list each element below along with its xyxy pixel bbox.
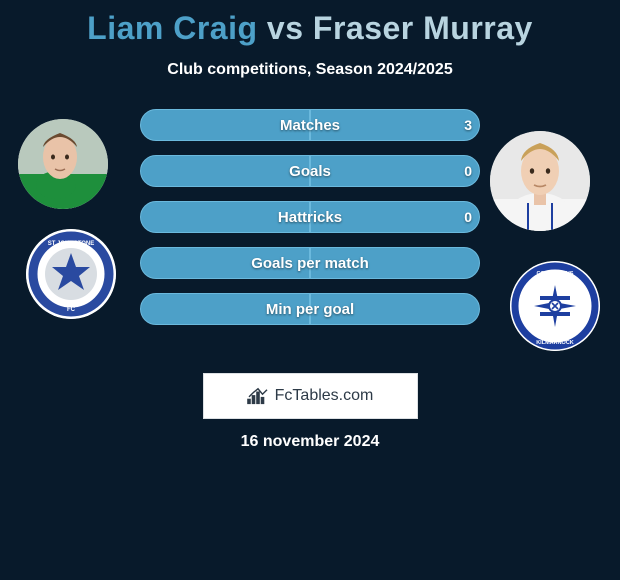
stat-row: Matches3 xyxy=(140,109,480,141)
player2-portrait xyxy=(490,131,590,231)
stat-bar-right xyxy=(310,109,480,141)
stat-bars: Matches3 Goals0 Hattricks0 Goals per match M… xyxy=(140,109,480,339)
club2-logo: CONFIDEMUS KILMARNOCK xyxy=(510,261,600,351)
stat-row: Goals per match xyxy=(140,247,480,279)
player1-portrait xyxy=(18,119,108,209)
player2-name: Fraser Murray xyxy=(313,10,533,46)
stat-bar-right xyxy=(310,201,480,233)
comparison-title: Liam Craig vs Fraser Murray xyxy=(0,0,620,47)
stat-bar-right xyxy=(310,293,480,325)
svg-text:KILMARNOCK: KILMARNOCK xyxy=(536,340,574,346)
brand-text: FcTables.com xyxy=(275,387,374,405)
fctables-logo-icon xyxy=(247,387,269,405)
player1-name: Liam Craig xyxy=(87,10,257,46)
stat-bar-right xyxy=(310,155,480,187)
brand-box: FcTables.com xyxy=(203,373,418,419)
stat-row: Min per goal xyxy=(140,293,480,325)
date-stamp: 16 november 2024 xyxy=(0,433,620,451)
svg-text:CONFIDEMUS: CONFIDEMUS xyxy=(537,271,574,277)
stat-bar-left xyxy=(140,247,310,279)
subtitle: Club competitions, Season 2024/2025 xyxy=(0,61,620,79)
svg-text:FC: FC xyxy=(67,307,76,313)
stat-bar-right xyxy=(310,247,480,279)
club1-logo: ST JOHNSTONE FC xyxy=(26,229,116,319)
stat-row: Goals0 xyxy=(140,155,480,187)
stat-bar-left xyxy=(140,155,310,187)
stat-value-right: 3 xyxy=(464,117,472,133)
svg-text:ST JOHNSTONE: ST JOHNSTONE xyxy=(48,241,95,247)
stat-bar-left xyxy=(140,201,310,233)
comparison-content: ST JOHNSTONE FC xyxy=(0,109,620,359)
stat-value-right: 0 xyxy=(464,163,472,179)
stat-row: Hattricks0 xyxy=(140,201,480,233)
stat-bar-left xyxy=(140,109,310,141)
stat-value-right: 0 xyxy=(464,209,472,225)
title-vs: vs xyxy=(267,10,304,46)
stat-bar-left xyxy=(140,293,310,325)
